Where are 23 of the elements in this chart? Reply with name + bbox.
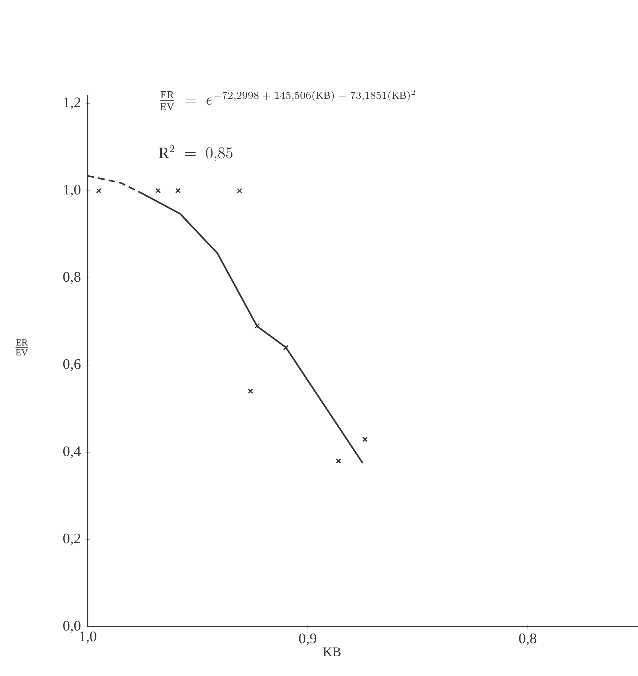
point bbox=[156, 188, 162, 194]
x-tick-label: 1,0 bbox=[80, 632, 97, 644]
annotation: $\frac{\mathrm{ER}}{\mathrm{EV}}\;=\;e^{-72{,}2998\;+\;145{,}506(\mathrm{KB})\;-\;73{,}1851(\mathrm{KB})^{2}}$ bbox=[160, 90, 416, 111]
y-tick-label: 0,6 bbox=[64, 359, 81, 372]
y-tick-label: 0,0 bbox=[64, 621, 81, 634]
x-axis-title: KB bbox=[323, 648, 341, 656]
x-tick-label: 0,9 bbox=[299, 634, 317, 646]
y-tick-label: 1,2 bbox=[64, 98, 80, 110]
y-tick-label: 0,8 bbox=[64, 272, 81, 284]
y-tick-label: 0,2 bbox=[64, 534, 80, 546]
point bbox=[176, 188, 181, 194]
annotation: $\mathrm{R}^{2}\;=\;0{,}85$ bbox=[159, 145, 233, 162]
point bbox=[336, 458, 342, 464]
point bbox=[362, 436, 368, 442]
x-tick-label: 0,8 bbox=[519, 634, 537, 646]
point bbox=[254, 323, 260, 329]
y-tick-label: 1,0 bbox=[64, 184, 81, 197]
point bbox=[96, 188, 102, 194]
point bbox=[237, 188, 242, 194]
y-axis-title: $\frac{\mathrm{ER}}{\mathrm{EV}}$ bbox=[16, 340, 28, 356]
y-tick-label: 0,4 bbox=[64, 446, 82, 459]
point bbox=[283, 345, 289, 351]
point bbox=[248, 388, 254, 394]
